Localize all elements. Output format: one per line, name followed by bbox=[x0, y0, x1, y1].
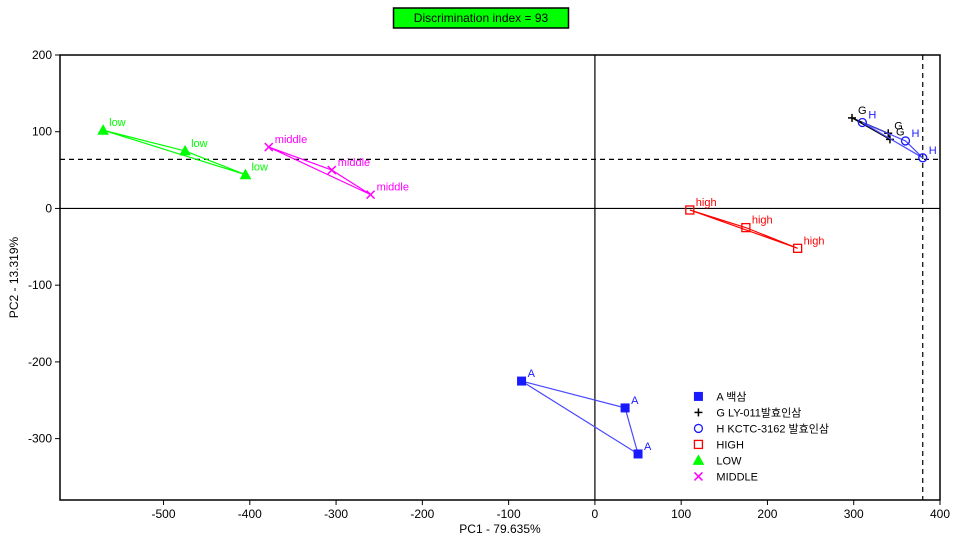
point-label: G bbox=[896, 126, 905, 138]
x-tick-label: -300 bbox=[324, 507, 348, 521]
data-point bbox=[98, 125, 108, 134]
x-tick-label: 400 bbox=[930, 507, 950, 521]
point-label: low bbox=[251, 162, 268, 174]
legend-label: G LY-011발효인삼 bbox=[716, 406, 801, 419]
x-tick-label: 100 bbox=[671, 507, 691, 521]
x-tick-label: 200 bbox=[757, 507, 777, 521]
legend-item: H KCTC-3162 발효인삼 bbox=[694, 422, 829, 435]
legend-label: HIGH bbox=[716, 439, 744, 451]
y-tick-label: -300 bbox=[28, 432, 52, 446]
data-point bbox=[848, 114, 856, 122]
legend-label: H KCTC-3162 발효인삼 bbox=[716, 422, 829, 435]
x-tick-label: 300 bbox=[844, 507, 864, 521]
y-tick-label: -100 bbox=[28, 278, 52, 292]
x-tick-label: -100 bbox=[497, 507, 521, 521]
data-point bbox=[265, 143, 273, 151]
series-middle: middle middle middle bbox=[265, 134, 409, 199]
y-tick-label: 0 bbox=[45, 201, 52, 215]
legend-item: G LY-011발효인삼 bbox=[694, 406, 801, 419]
legend-item: MIDDLE bbox=[694, 471, 758, 483]
point-label: A bbox=[528, 368, 536, 380]
series-a-백삼: A A A bbox=[518, 368, 652, 458]
point-label: high bbox=[804, 235, 825, 247]
point-label: H bbox=[868, 110, 876, 122]
point-label: high bbox=[696, 197, 717, 209]
point-label: A bbox=[631, 395, 639, 407]
point-label: middle bbox=[275, 134, 307, 146]
point-label: middle bbox=[377, 182, 409, 194]
point-label: low bbox=[109, 117, 126, 129]
x-tick-label: -200 bbox=[410, 507, 434, 521]
legend-label: LOW bbox=[716, 455, 742, 467]
y-tick-label: -200 bbox=[28, 355, 52, 369]
chart-container: Discrimination index = 93 -500 -400 -300 -20… bbox=[0, 0, 962, 537]
x-axis-label: PC1 - 79.635% bbox=[459, 522, 541, 536]
legend-item: HIGH bbox=[694, 439, 744, 451]
series-low: low low low bbox=[98, 117, 268, 179]
legend: A 백삼 G LY-011발효인삼 H KCTC-3162 발효인삼 HIGH LOW M… bbox=[693, 390, 829, 483]
series-line bbox=[103, 130, 245, 175]
y-tick-label: 100 bbox=[32, 125, 52, 139]
series-line bbox=[522, 381, 638, 454]
x-tick-label: -500 bbox=[152, 507, 176, 521]
point-label: H bbox=[911, 128, 919, 140]
data-point bbox=[634, 450, 642, 458]
point-label: G bbox=[858, 105, 867, 117]
point-label: A bbox=[644, 441, 652, 453]
data-point bbox=[518, 377, 526, 385]
point-label: H bbox=[929, 145, 937, 157]
series-line bbox=[269, 147, 371, 195]
discrimination-badge: Discrimination index = 93 bbox=[394, 8, 569, 28]
series-line bbox=[690, 210, 798, 248]
legend-label: MIDDLE bbox=[716, 471, 758, 483]
x-tick-label: -400 bbox=[238, 507, 262, 521]
point-label: low bbox=[191, 138, 208, 150]
legend-item: LOW bbox=[693, 455, 742, 467]
series-high: high high high bbox=[686, 197, 825, 252]
y-axis-label: PC2 - 13.319% bbox=[7, 236, 21, 318]
legend-item: A 백삼 bbox=[694, 390, 746, 403]
data-point bbox=[328, 166, 336, 174]
data-point bbox=[367, 191, 375, 199]
discrimination-badge-text: Discrimination index = 93 bbox=[414, 11, 549, 25]
point-label: middle bbox=[338, 157, 370, 169]
chart-svg: Discrimination index = 93 -500 -400 -300 -20… bbox=[0, 0, 962, 537]
x-tick-label: 0 bbox=[592, 507, 599, 521]
legend-label: A 백삼 bbox=[716, 390, 746, 403]
y-tick-label: 200 bbox=[32, 48, 52, 62]
point-label: high bbox=[752, 215, 773, 227]
data-point bbox=[621, 404, 629, 412]
